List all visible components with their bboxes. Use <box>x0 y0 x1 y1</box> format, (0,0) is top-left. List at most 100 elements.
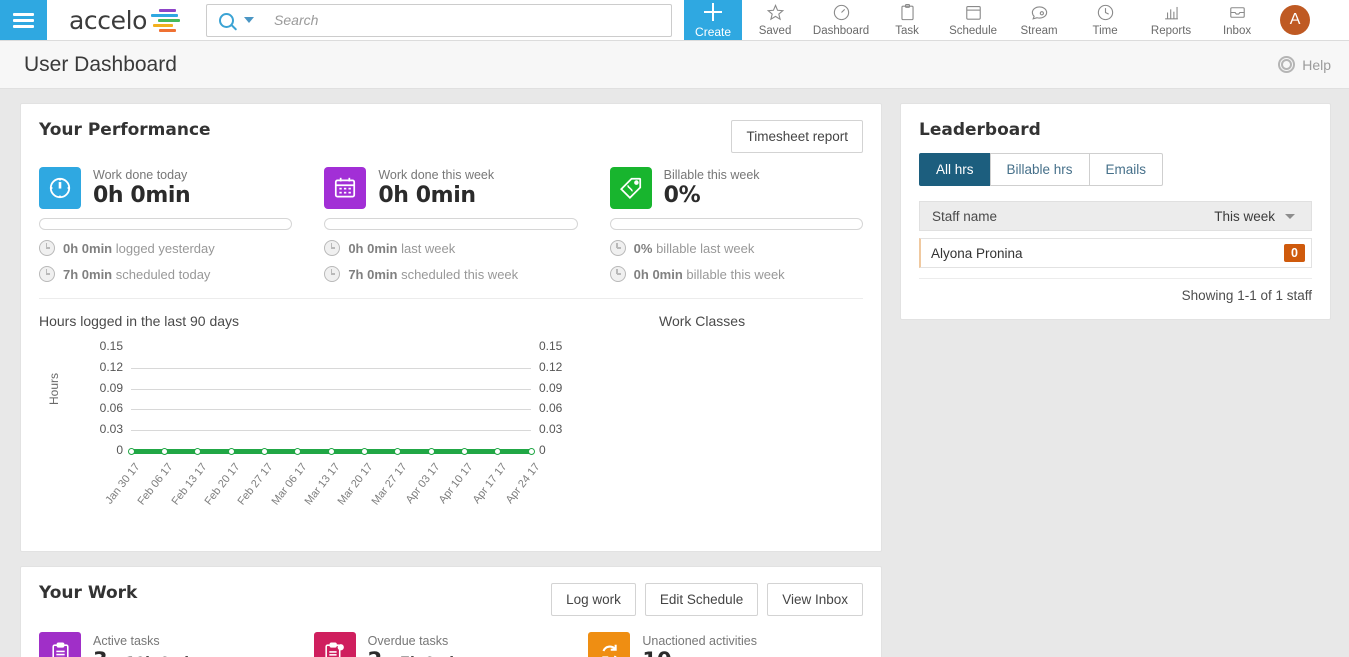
hours-chart-block: Hours logged in the last 90 days Hours 0… <box>39 313 629 539</box>
stat-sub-label: last week <box>401 240 456 256</box>
nav-item-reports[interactable]: Reports <box>1138 0 1204 40</box>
nav-item-inbox[interactable]: Inbox <box>1204 0 1270 40</box>
work-header: Your Work Log work Edit Schedule View In… <box>39 583 863 616</box>
search-box[interactable] <box>206 3 673 37</box>
stat-sub-text: 7h 0min scheduled today <box>63 267 210 282</box>
nav-item-schedule[interactable]: Schedule <box>940 0 1006 40</box>
period-label: This week <box>1214 208 1275 224</box>
timesheet-report-button[interactable]: Timesheet report <box>731 120 863 153</box>
search-icon <box>219 12 235 28</box>
nav-item-saved[interactable]: Saved <box>742 0 808 40</box>
chart-y-tick-left: 0.15 <box>99 339 123 353</box>
log-work-button[interactable]: Log work <box>551 583 636 616</box>
work-stat-value: 2 - 7h 0min <box>368 648 464 657</box>
work-stat-active-tasks: Active tasks 3 - 10h 0min <box>39 632 314 657</box>
accelo-logo-icon <box>150 7 181 34</box>
clipboard-alert-icon <box>313 632 356 657</box>
nav-item-task[interactable]: Task <box>874 0 940 40</box>
work-stat-text: Active tasks 3 - 10h 0min <box>93 634 199 657</box>
stat-sub-strong: 0h 0min <box>348 240 398 256</box>
tab-emails[interactable]: Emails <box>1088 153 1164 186</box>
work-stat-text: Unactioned activities 10 <box>642 634 757 657</box>
period-selector[interactable]: This week <box>1208 206 1301 227</box>
status-badge: 0 <box>1284 244 1305 262</box>
chart-data-point[interactable] <box>260 447 268 455</box>
hamburger-icon <box>13 10 34 31</box>
stat-progress-bar <box>609 218 863 230</box>
chart-data-point[interactable] <box>327 447 335 455</box>
work-stat-value: 3 - 10h 0min <box>93 648 199 657</box>
clock-icon <box>609 266 626 282</box>
tab-billable-hrs[interactable]: Billable hrs <box>989 153 1090 186</box>
work-stats: Active tasks 3 - 10h 0min <box>39 632 863 657</box>
tab-all-hrs[interactable]: All hrs <box>919 153 991 186</box>
view-inbox-button[interactable]: View Inbox <box>767 583 863 616</box>
top-nav-items: Create Saved Dashboard Task Schedule <box>684 0 1270 40</box>
clock-dial-icon <box>39 167 81 209</box>
nav-create-button[interactable]: Create <box>684 0 743 40</box>
table-row[interactable]: Alyona Pronina 0 <box>919 238 1312 268</box>
stat-row: Work done today 0h 0min <box>39 167 292 209</box>
main-column: Your Performance Timesheet report <box>20 103 882 657</box>
performance-title: Your Performance <box>39 120 211 140</box>
clock-icon <box>324 266 341 282</box>
chart-data-point[interactable] <box>494 447 502 455</box>
chart-data-point[interactable] <box>227 447 235 455</box>
edit-schedule-button[interactable]: Edit Schedule <box>644 583 759 616</box>
work-stat-text: Overdue tasks 2 - 7h 0min <box>368 634 464 657</box>
stat-text: Work done this week 0h 0min <box>378 168 494 207</box>
stat-sub-label: billable last week <box>656 240 755 256</box>
work-stat-row: Active tasks 3 - 10h 0min <box>39 632 314 657</box>
chevron-down-icon[interactable] <box>244 17 255 23</box>
chart-data-point[interactable] <box>427 447 435 455</box>
chart-gridline <box>131 430 531 432</box>
stat-sub-strong: 0h 0min <box>63 240 113 256</box>
chart-data-point[interactable] <box>160 447 168 455</box>
hours-logged-line-chart[interactable]: Hours 0.15 0.15 0.12 0.12 0.09 0.09 0.06 0.06 0.… <box>39 339 609 539</box>
help-button[interactable]: Help <box>1278 56 1331 73</box>
help-label: Help <box>1302 56 1331 73</box>
chart-data-point[interactable] <box>394 447 402 455</box>
nav-time-label: Time <box>1092 25 1118 37</box>
nav-item-time[interactable]: Time <box>1072 0 1138 40</box>
stat-sub-strong: 7h 0min <box>63 266 113 282</box>
leaderboard-footer: Showing 1-1 of 1 staff <box>919 278 1312 303</box>
work-stat-overdue-tasks: Overdue tasks 2 - 7h 0min <box>313 632 589 657</box>
clipboard-icon <box>898 3 917 22</box>
nav-item-dashboard[interactable]: Dashboard <box>808 0 874 40</box>
stat-sub-row: 7h 0min scheduled today <box>39 266 292 282</box>
brand-logo[interactable]: accelo <box>47 0 196 40</box>
avatar[interactable]: A <box>1280 5 1311 35</box>
stat-sub-row: 7h 0min scheduled this week <box>324 266 577 282</box>
chart-data-point[interactable] <box>294 447 302 455</box>
nav-item-stream[interactable]: Stream <box>1006 0 1072 40</box>
work-stat-row: Overdue tasks 2 - 7h 0min <box>313 632 589 657</box>
refresh-icon <box>588 632 631 657</box>
stat-sub-row: 0% billable last week <box>609 240 863 256</box>
leaderboard-title: Leaderboard <box>919 120 1041 140</box>
section-divider <box>39 298 863 299</box>
work-stat-suffix: - 7h 0min <box>390 655 464 657</box>
work-classes-title: Work Classes <box>659 313 746 329</box>
work-stat-label: Active tasks <box>93 633 160 648</box>
side-column: Leaderboard All hrs Billable hrs Emails … <box>900 103 1331 657</box>
stat-label: Billable this week <box>663 168 760 183</box>
stat-value: 0h 0min <box>378 182 476 208</box>
chart-data-point[interactable] <box>127 447 135 455</box>
chart-data-point[interactable] <box>460 447 468 455</box>
stat-label: Work done today <box>93 168 188 183</box>
star-icon <box>766 3 785 22</box>
chart-data-point[interactable] <box>194 447 202 455</box>
search-input[interactable] <box>272 11 664 29</box>
chart-data-point[interactable] <box>527 447 535 455</box>
chart-y-tick-left: 0.03 <box>99 422 123 437</box>
hamburger-menu-button[interactable] <box>0 0 47 40</box>
chart-data-point[interactable] <box>360 447 368 455</box>
nav-schedule-label: Schedule <box>949 25 998 37</box>
work-stat-row: Unactioned activities 10 <box>588 632 863 657</box>
stat-sub-label: scheduled this week <box>401 266 519 282</box>
stat-value: 0h 0min <box>93 182 191 208</box>
clock-icon <box>39 266 55 282</box>
clock-icon <box>1096 3 1115 22</box>
chart-y-tick-right: 0.03 <box>539 422 563 437</box>
